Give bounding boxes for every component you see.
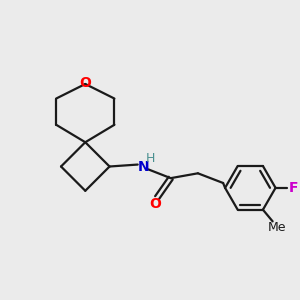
Text: Me: Me — [268, 221, 287, 234]
Text: N: N — [138, 160, 149, 175]
Text: F: F — [288, 181, 298, 195]
Text: O: O — [80, 76, 91, 90]
Text: O: O — [149, 197, 161, 212]
Text: H: H — [146, 152, 155, 165]
